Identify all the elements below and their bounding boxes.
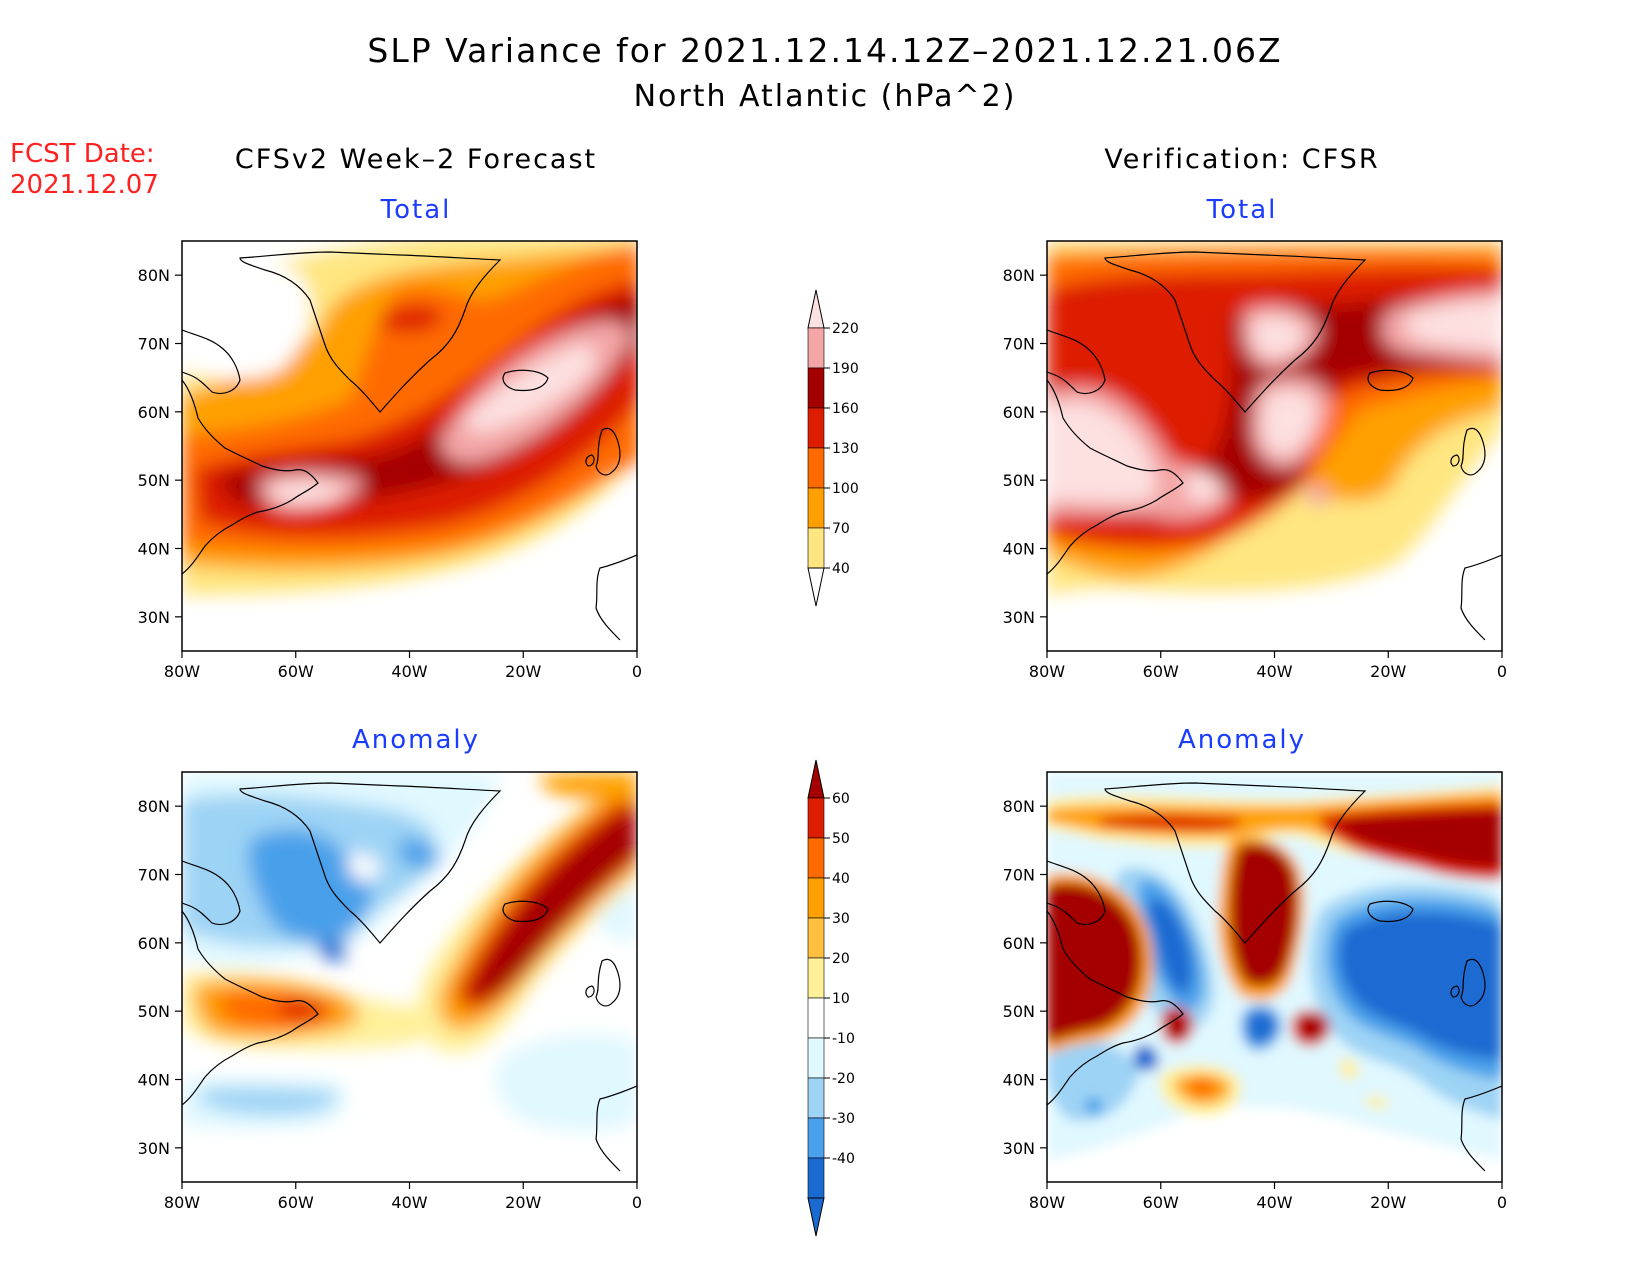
lat-tick-label: 70N — [1003, 335, 1035, 354]
lon-tick-label: 40W — [391, 662, 427, 681]
column-title-forecast: CFSv2 Week–2 Forecast — [235, 144, 597, 175]
lon-tick-label: 60W — [278, 662, 314, 681]
colorbar-arrow-top — [807, 289, 825, 329]
panel-title-forecast-anomaly: Anomaly — [352, 725, 480, 755]
lon-tick-label: 40W — [1256, 1193, 1292, 1212]
colorbar-anomaly: 60 50 40 30 20 10 -10 -20 -30 -40 — [807, 759, 855, 1237]
lon-tick-label: 80W — [164, 1193, 200, 1212]
colorbar-label: 20 — [832, 951, 850, 967]
lon-tick-label: 80W — [164, 662, 200, 681]
colorbar-arrow-bottom — [807, 567, 825, 607]
lon-tick-label: 40W — [1256, 662, 1292, 681]
colorbar-label: 60 — [832, 791, 850, 807]
colorbar-segment — [807, 837, 825, 879]
lon-tick-label: 60W — [278, 1193, 314, 1212]
lat-tick-label: 70N — [138, 335, 170, 354]
lat-tick-label: 70N — [138, 866, 170, 885]
column-title-verification: Verification: CFSR — [1104, 144, 1379, 175]
colorbar-label: -40 — [832, 1151, 855, 1167]
colorbar-label: 50 — [832, 831, 850, 847]
lat-tick-label: 60N — [138, 403, 170, 422]
colorbar-label: -30 — [832, 1111, 855, 1127]
lon-tick-label: 0 — [1497, 1193, 1507, 1212]
lat-tick-label: 30N — [138, 608, 170, 627]
panel-title-verification-total: Total — [1206, 195, 1278, 225]
colorbar-label: 190 — [832, 361, 859, 377]
colorbar-segment — [807, 957, 825, 999]
colorbar-segment — [807, 1117, 825, 1159]
colorbar-segment — [807, 917, 825, 959]
lon-tick-label: 40W — [391, 1193, 427, 1212]
lon-tick-label: 0 — [632, 662, 642, 681]
lon-tick-label: 0 — [632, 1193, 642, 1212]
lat-tick-label: 40N — [1003, 540, 1035, 559]
colorbar-label: 30 — [832, 911, 850, 927]
colorbar-segment — [807, 367, 825, 409]
colorbar-arrow-bottom — [807, 1197, 825, 1237]
colorbar-label: 40 — [832, 871, 850, 887]
lat-tick-label: 60N — [1003, 403, 1035, 422]
fcst-date-label: FCST Date: — [10, 139, 155, 169]
lat-tick-label: 40N — [138, 1071, 170, 1090]
colorbar-segment — [807, 527, 825, 569]
lon-tick-label: 0 — [1497, 662, 1507, 681]
colorbar-segment — [807, 1037, 825, 1079]
colorbar-label: 40 — [832, 561, 850, 577]
colorbar-segment — [807, 447, 825, 489]
panel-title-verification-anomaly: Anomaly — [1178, 725, 1306, 755]
lat-tick-label: 30N — [1003, 1139, 1035, 1158]
lat-tick-label: 50N — [138, 471, 170, 490]
lat-tick-label: 80N — [138, 266, 170, 285]
fcst-date-value: 2021.12.07 — [10, 170, 159, 200]
lon-tick-label: 80W — [1029, 662, 1065, 681]
colorbar-segment — [807, 997, 825, 1039]
lon-tick-label: 60W — [1143, 662, 1179, 681]
lat-tick-label: 40N — [138, 540, 170, 559]
colorbar-segment — [807, 487, 825, 529]
lat-tick-label: 50N — [1003, 471, 1035, 490]
colorbar-segment — [807, 407, 825, 449]
colorbar-label: -10 — [832, 1031, 855, 1047]
main-title: SLP Variance for 2021.12.14.12Z–2021.12.… — [367, 31, 1282, 70]
lat-tick-label: 30N — [1003, 608, 1035, 627]
colorbar-segment — [807, 1157, 825, 1199]
lon-tick-label: 60W — [1143, 1193, 1179, 1212]
colorbar-segment — [807, 877, 825, 919]
lat-tick-label: 40N — [1003, 1071, 1035, 1090]
colorbar-label: 70 — [832, 521, 850, 537]
colorbar-label: 10 — [832, 991, 850, 1007]
lon-tick-label: 80W — [1029, 1193, 1065, 1212]
lat-tick-label: 80N — [138, 797, 170, 816]
lat-tick-label: 60N — [138, 934, 170, 953]
map-panel-verification-anomaly — [1046, 771, 1503, 1183]
lon-tick-label: 20W — [1370, 1193, 1406, 1212]
lon-tick-label: 20W — [1370, 662, 1406, 681]
map-panel-forecast-anomaly — [181, 771, 638, 1183]
main-subtitle: North Atlantic (hPa^2) — [634, 79, 1017, 114]
lat-tick-label: 80N — [1003, 266, 1035, 285]
lat-tick-label: 60N — [1003, 934, 1035, 953]
colorbar-label: 130 — [832, 441, 859, 457]
lat-tick-label: 50N — [138, 1002, 170, 1021]
lat-tick-label: 70N — [1003, 866, 1035, 885]
colorbar-label: -20 — [832, 1071, 855, 1087]
colorbar-label: 160 — [832, 401, 859, 417]
colorbar-label: 220 — [832, 321, 859, 337]
colorbar-segment — [807, 1077, 825, 1119]
lat-tick-label: 80N — [1003, 797, 1035, 816]
panel-title-forecast-total: Total — [380, 195, 452, 225]
lon-tick-label: 20W — [505, 1193, 541, 1212]
lat-tick-label: 50N — [1003, 1002, 1035, 1021]
colorbar-arrow-top — [807, 759, 825, 799]
map-panel-verification-total — [1046, 240, 1503, 652]
colorbar-total: 220 190 160 130 100 70 40 — [807, 289, 859, 607]
colorbar-segment — [807, 327, 825, 369]
lon-tick-label: 20W — [505, 662, 541, 681]
colorbar-segment — [807, 797, 825, 839]
lat-tick-label: 30N — [138, 1139, 170, 1158]
map-panel-forecast-total — [181, 240, 638, 652]
colorbar-label: 100 — [832, 481, 859, 497]
